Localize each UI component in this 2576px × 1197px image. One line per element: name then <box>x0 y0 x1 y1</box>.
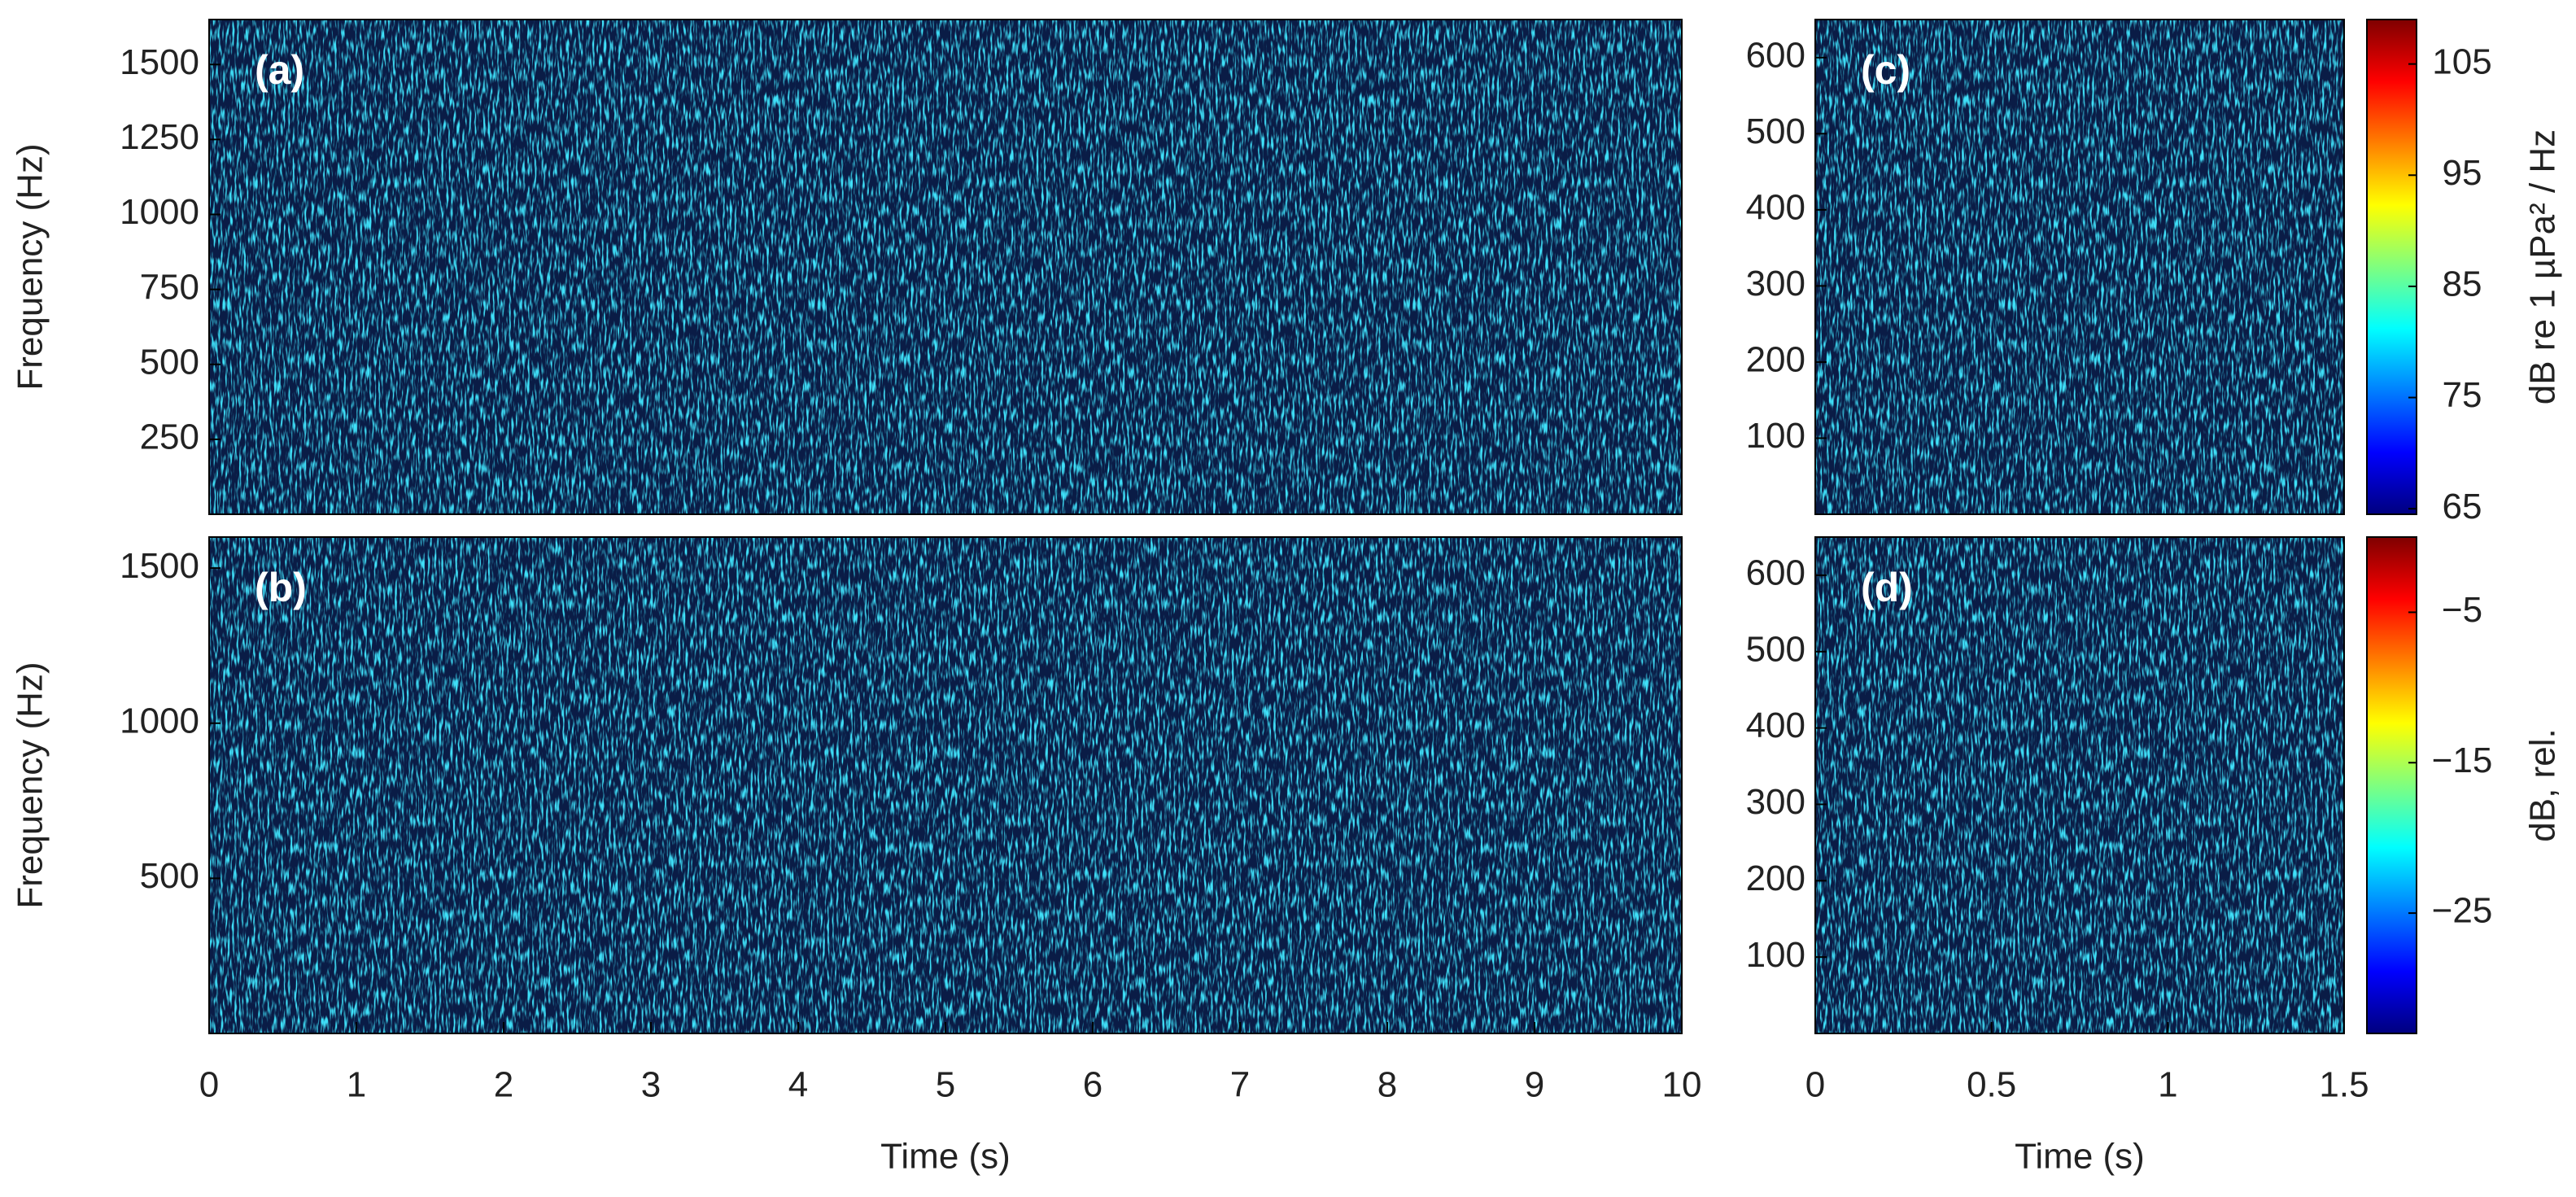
colorbar-tick-label: 85 <box>2443 264 2482 304</box>
y-tick-label: 300 <box>1746 264 1805 304</box>
panel-label: (a) <box>255 47 304 93</box>
y-tick-label: 1000 <box>120 192 199 232</box>
y-tick-label: 600 <box>1746 553 1805 593</box>
x-tick-label: 9 <box>1525 1065 1544 1105</box>
x-tick-label: 1 <box>347 1065 366 1105</box>
x-axis-label: Time (s) <box>2015 1137 2145 1177</box>
x-tick-label: 6 <box>1083 1065 1102 1105</box>
colorbar-label: dB, rel. <box>2523 728 2563 841</box>
colorbar-tick-label: −15 <box>2432 740 2493 780</box>
y-tick-label: 100 <box>1746 416 1805 456</box>
y-tick-label: 200 <box>1746 858 1805 898</box>
axes-frame <box>208 536 1683 1034</box>
x-tick-label: 2 <box>494 1065 513 1105</box>
axes-frame <box>1814 19 2345 515</box>
y-tick-label: 600 <box>1746 35 1805 75</box>
y-tick-label: 500 <box>1746 629 1805 669</box>
y-tick-label: 100 <box>1746 935 1805 975</box>
x-tick-label: 1.5 <box>2319 1065 2369 1105</box>
x-tick-label: 0.5 <box>1967 1065 2016 1105</box>
colorbar-tick-label: 95 <box>2443 153 2482 193</box>
y-tick-label: 1500 <box>120 546 199 586</box>
y-tick-label: 500 <box>1746 111 1805 151</box>
colorbar-tick-label: −25 <box>2432 891 2493 931</box>
panel-label: (b) <box>255 565 307 610</box>
y-axis-label: Frequency (Hz) <box>11 662 50 908</box>
x-tick-label: 5 <box>936 1065 955 1105</box>
x-tick-label: 0 <box>199 1065 219 1105</box>
panel-label: (c) <box>1861 47 1910 93</box>
y-tick-label: 300 <box>1746 782 1805 822</box>
colorbar <box>2366 536 2417 1034</box>
y-tick-label: 500 <box>140 342 199 382</box>
panel-label: (d) <box>1861 565 1913 610</box>
y-tick-label: 1500 <box>120 42 199 82</box>
y-tick-label: 750 <box>140 267 199 307</box>
y-tick-label: 250 <box>140 417 199 457</box>
axes-frame <box>1814 536 2345 1034</box>
x-tick-label: 1 <box>2158 1065 2177 1105</box>
x-tick-label: 3 <box>641 1065 661 1105</box>
y-tick-label: 400 <box>1746 706 1805 745</box>
x-tick-label: 10 <box>1662 1065 1702 1105</box>
y-tick-label: 1000 <box>120 701 199 740</box>
colorbar-tick-label: 105 <box>2432 42 2491 81</box>
y-axis-label: Frequency (Hz) <box>11 143 50 390</box>
x-tick-label: 8 <box>1378 1065 1397 1105</box>
colorbar-tick-label: 75 <box>2443 375 2482 415</box>
axes-frame <box>208 19 1683 515</box>
heatmap-texture <box>1815 537 2344 1033</box>
x-tick-label: 4 <box>788 1065 808 1105</box>
colorbar-label: dB re 1 µPa² / Hz <box>2523 129 2563 404</box>
x-tick-label: 7 <box>1230 1065 1250 1105</box>
heatmap-texture <box>209 537 1682 1033</box>
x-axis-label: Time (s) <box>880 1137 1011 1177</box>
heatmap-texture <box>209 20 1682 514</box>
y-tick-label: 400 <box>1746 187 1805 227</box>
x-tick-label: 0 <box>1805 1065 1825 1105</box>
y-tick-label: 500 <box>140 856 199 896</box>
heatmap-texture <box>1815 20 2344 514</box>
colorbar <box>2366 19 2417 515</box>
y-tick-label: 1250 <box>120 117 199 157</box>
colorbar-tick-label: 65 <box>2443 487 2482 526</box>
y-tick-label: 200 <box>1746 340 1805 380</box>
colorbar-tick-label: −5 <box>2442 590 2482 630</box>
